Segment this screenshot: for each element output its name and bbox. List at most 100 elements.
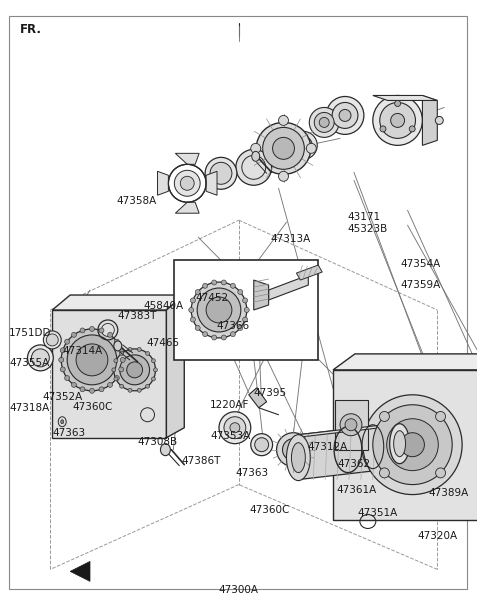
Ellipse shape (114, 377, 118, 381)
Text: 47358A: 47358A (117, 196, 156, 206)
Polygon shape (52, 310, 167, 438)
Ellipse shape (59, 358, 64, 362)
Ellipse shape (278, 171, 288, 181)
Ellipse shape (394, 430, 406, 457)
Ellipse shape (256, 122, 311, 174)
Ellipse shape (114, 376, 120, 381)
Ellipse shape (221, 280, 226, 285)
Ellipse shape (230, 332, 235, 337)
Ellipse shape (436, 468, 445, 478)
Text: 47352A: 47352A (43, 392, 83, 402)
Polygon shape (333, 370, 480, 519)
Ellipse shape (255, 438, 269, 452)
Polygon shape (299, 420, 432, 437)
Ellipse shape (61, 329, 123, 391)
Ellipse shape (197, 288, 241, 332)
Ellipse shape (160, 444, 170, 455)
Text: 47359A: 47359A (401, 280, 441, 289)
Ellipse shape (99, 387, 104, 392)
Text: 47386T: 47386T (182, 455, 221, 466)
Ellipse shape (203, 283, 207, 288)
Text: 47300A: 47300A (219, 585, 259, 595)
Polygon shape (167, 295, 184, 438)
Ellipse shape (238, 289, 243, 294)
Polygon shape (206, 171, 217, 195)
Ellipse shape (80, 328, 85, 333)
Ellipse shape (339, 109, 351, 122)
Ellipse shape (252, 151, 260, 161)
Text: 47363: 47363 (52, 428, 85, 438)
Text: 47366: 47366 (216, 321, 249, 331)
Ellipse shape (120, 355, 150, 385)
Ellipse shape (65, 376, 70, 381)
Ellipse shape (43, 331, 61, 349)
Ellipse shape (154, 368, 157, 372)
Ellipse shape (230, 283, 235, 288)
Ellipse shape (251, 434, 273, 455)
Ellipse shape (180, 176, 194, 190)
Ellipse shape (409, 126, 415, 132)
Text: 47360C: 47360C (72, 401, 112, 412)
Ellipse shape (380, 412, 389, 421)
Text: 1220AF: 1220AF (210, 400, 250, 410)
Ellipse shape (283, 439, 304, 461)
Ellipse shape (221, 335, 226, 340)
Ellipse shape (114, 339, 120, 344)
Polygon shape (175, 153, 199, 164)
Ellipse shape (60, 348, 65, 353)
Ellipse shape (174, 170, 200, 196)
Ellipse shape (101, 323, 114, 336)
Ellipse shape (195, 325, 200, 330)
Ellipse shape (276, 433, 310, 466)
Ellipse shape (145, 384, 150, 389)
Ellipse shape (108, 382, 112, 387)
Ellipse shape (195, 289, 200, 294)
Ellipse shape (309, 108, 339, 137)
Ellipse shape (294, 136, 312, 154)
Text: 47353A: 47353A (210, 430, 251, 441)
Ellipse shape (61, 420, 64, 424)
Text: 47362: 47362 (337, 459, 370, 469)
Polygon shape (299, 420, 427, 480)
Ellipse shape (120, 358, 125, 362)
Ellipse shape (435, 116, 443, 125)
Ellipse shape (191, 317, 195, 322)
Text: 47360C: 47360C (249, 505, 290, 514)
Ellipse shape (203, 332, 207, 337)
Ellipse shape (390, 424, 409, 464)
Ellipse shape (238, 325, 243, 330)
Ellipse shape (108, 333, 112, 337)
Polygon shape (333, 354, 480, 370)
Text: 47361A: 47361A (336, 485, 377, 496)
Text: 47313A: 47313A (271, 234, 311, 244)
Ellipse shape (120, 384, 124, 389)
Text: 47355A: 47355A (9, 358, 49, 368)
Ellipse shape (373, 405, 452, 485)
Ellipse shape (340, 414, 362, 436)
Ellipse shape (27, 345, 53, 371)
Ellipse shape (380, 468, 389, 478)
Ellipse shape (244, 308, 249, 313)
Ellipse shape (119, 348, 124, 353)
Ellipse shape (251, 143, 261, 153)
Ellipse shape (420, 420, 435, 464)
Ellipse shape (89, 389, 95, 393)
Ellipse shape (273, 137, 294, 159)
Text: 47351A: 47351A (357, 508, 397, 517)
Ellipse shape (120, 351, 124, 356)
Ellipse shape (212, 335, 216, 340)
Polygon shape (373, 95, 437, 100)
Ellipse shape (119, 367, 124, 372)
Ellipse shape (278, 116, 288, 125)
Ellipse shape (32, 349, 49, 367)
Ellipse shape (137, 389, 141, 392)
Ellipse shape (58, 416, 66, 427)
Ellipse shape (114, 349, 156, 391)
Ellipse shape (380, 103, 416, 139)
Ellipse shape (373, 95, 422, 145)
Polygon shape (175, 202, 199, 213)
Polygon shape (254, 280, 269, 310)
Ellipse shape (76, 344, 108, 376)
Polygon shape (70, 561, 90, 581)
Ellipse shape (236, 150, 272, 185)
